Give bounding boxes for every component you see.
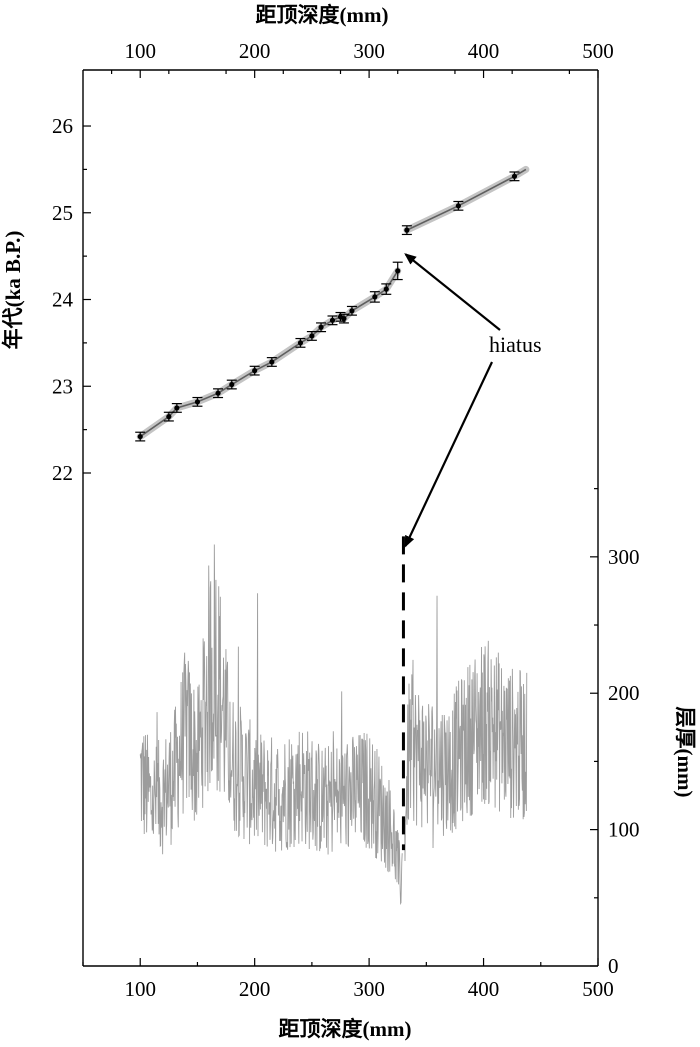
age-data-point — [229, 381, 235, 388]
top-x-tick-label: 100 — [124, 39, 156, 63]
bottom-x-tick-label: 500 — [582, 977, 614, 1001]
age-model-series — [135, 165, 530, 442]
age-data-point — [372, 294, 378, 300]
top-x-tick-label: 300 — [353, 39, 385, 63]
right-y-tick-label: 200 — [608, 681, 640, 705]
bottom-x-tick-label: 300 — [353, 977, 385, 1001]
left-y-tick-label: 22 — [52, 461, 73, 485]
bottom-x-tick-label: 400 — [468, 977, 500, 1001]
right-y-axis-title: 层厚(mm) — [673, 707, 697, 798]
thickness-series — [139, 544, 528, 906]
age-data-point — [511, 173, 518, 179]
top-x-axis-title: 距顶深度(mm) — [256, 3, 389, 27]
top-x-tick-label: 400 — [468, 39, 500, 63]
age-data-point — [318, 324, 324, 330]
age-data-point — [349, 308, 355, 314]
right-y-tick-label: 100 — [608, 818, 640, 842]
top-x-ticks: 100 200 300 400 500 — [111, 39, 614, 78]
age-data-point — [404, 227, 410, 233]
thickness-line-after-hiatus — [404, 595, 528, 861]
bottom-x-axis-title: 距顶深度(mm) — [279, 1017, 412, 1041]
hiatus-arrow-lower — [404, 361, 493, 548]
hiatus-label: hiatus — [489, 332, 542, 357]
left-y-axis-title: 年代(ka B.P.) — [1, 231, 25, 350]
age-data-point — [137, 433, 143, 440]
age-data-point — [215, 390, 221, 396]
age-data-point — [455, 203, 461, 209]
thickness-line-before-hiatus — [139, 544, 403, 906]
top-x-tick-label: 200 — [239, 39, 271, 63]
right-y-tick-label: 300 — [608, 545, 640, 569]
age-data-point — [329, 317, 336, 323]
age-data-point — [395, 268, 401, 274]
hiatus-arrow-upper — [404, 253, 501, 331]
age-data-point — [166, 414, 172, 420]
age-data-point — [252, 368, 258, 374]
left-y-tick-label: 25 — [52, 201, 73, 225]
left-y-tick-label: 23 — [52, 374, 73, 398]
left-y-tick-label: 26 — [52, 114, 73, 138]
age-data-point — [269, 359, 275, 365]
age-data-point — [341, 315, 347, 322]
bottom-x-tick-label: 100 — [124, 977, 156, 1001]
age-model-line — [406, 168, 527, 231]
age-model-line — [139, 270, 399, 438]
bottom-x-tick-label: 200 — [239, 977, 271, 1001]
age-data-point — [297, 340, 304, 346]
age-data-point — [383, 286, 389, 292]
top-x-tick-label: 500 — [582, 39, 614, 63]
bottom-x-ticks: 100 200 300 400 500 — [82, 958, 614, 1001]
left-y-ticks: 22 23 24 25 26 — [52, 114, 91, 485]
right-y-ticks: 0 100 200 300 — [590, 488, 640, 978]
age-data-point — [309, 333, 315, 339]
age-data-point — [194, 399, 201, 405]
left-y-tick-label: 24 — [52, 288, 74, 312]
age-data-point — [174, 405, 180, 411]
right-y-tick-label: 0 — [608, 954, 619, 978]
